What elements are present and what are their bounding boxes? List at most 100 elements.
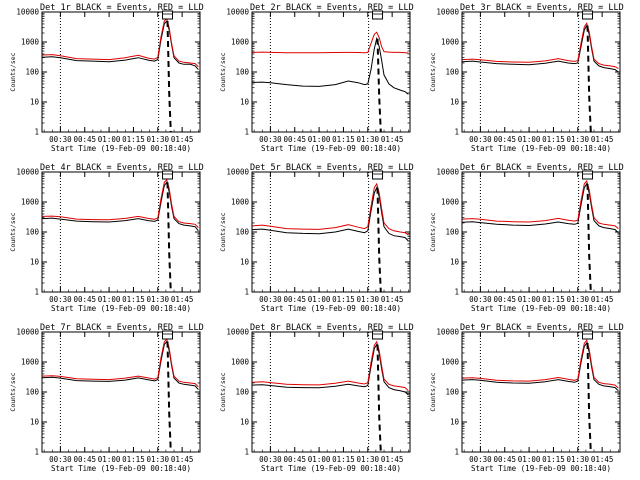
x-tick-label: 01:15 <box>332 135 355 144</box>
x-axis-label: Start Time (19-Feb-09 00:18:40) <box>471 304 611 313</box>
y-axis-label: Counts/sec <box>9 52 17 91</box>
x-axis-label: Start Time (19-Feb-09 00:18:40) <box>471 144 611 153</box>
y-tick-label: 100 <box>25 388 39 397</box>
y-tick-label: 10 <box>450 258 460 267</box>
panel-title: Det 8r BLACK = Events, RED = LLD <box>250 323 414 333</box>
y-axis-label: Counts/sec <box>429 52 437 91</box>
x-tick-label: 00:30 <box>259 135 282 144</box>
series-lld-line <box>42 17 199 68</box>
box-marker <box>162 170 174 180</box>
y-tick-label: 10 <box>30 258 40 267</box>
y-tick-label: 10000 <box>226 328 249 337</box>
panel-det-2: Det 2r BLACK = Events, RED = LLD 1 10 100 10… <box>219 3 414 153</box>
y-tick-label: 100 <box>235 388 249 397</box>
y-tick-label: 1000 <box>441 38 460 47</box>
x-tick-label: 01:00 <box>98 455 121 464</box>
series-events-line <box>462 182 619 234</box>
series-events-line <box>252 343 409 396</box>
y-axis-label: Counts/sec <box>219 52 227 91</box>
y-tick-label: 10 <box>30 98 40 107</box>
x-tick-label: 00:30 <box>259 295 282 304</box>
y-tick-label: 10 <box>450 98 460 107</box>
x-tick-label: 01:30 <box>357 455 380 464</box>
x-tick-label: 01:15 <box>122 455 145 464</box>
y-tick-label: 10 <box>240 258 250 267</box>
panel-title: Det 2r BLACK = Events, RED = LLD <box>250 3 414 13</box>
x-tick-label: 00:45 <box>283 455 306 464</box>
y-axis-label: Counts/sec <box>429 212 437 251</box>
y-tick-label: 10000 <box>436 168 459 177</box>
y-tick-label: 1 <box>244 128 249 137</box>
panel-title: Det 9r BLACK = Events, RED = LLD <box>460 323 624 333</box>
x-tick-label: 01:30 <box>147 295 170 304</box>
y-axis-label: Counts/sec <box>219 212 227 251</box>
y-tick-label: 100 <box>445 68 459 77</box>
y-tick-label: 10000 <box>16 328 39 337</box>
x-tick-label: 01:15 <box>332 295 355 304</box>
x-tick-label: 01:45 <box>171 135 194 144</box>
dashed-drop-line <box>586 183 592 293</box>
dashed-drop-line <box>166 341 172 453</box>
dashed-drop-line <box>166 20 172 133</box>
x-tick-label: 01:00 <box>98 295 121 304</box>
y-tick-label: 1000 <box>441 358 460 367</box>
x-tick-label: 01:00 <box>518 135 541 144</box>
x-tick-label: 00:45 <box>73 455 96 464</box>
x-axis-label: Start Time (19-Feb-09 00:18:40) <box>51 144 191 153</box>
x-axis-label: Start Time (19-Feb-09 00:18:40) <box>471 464 611 473</box>
x-tick-label: 01:30 <box>147 135 170 144</box>
panel-det-4: Det 4r BLACK = Events, RED = LLD 1 10 100 10… <box>9 163 204 313</box>
box-marker <box>582 170 594 180</box>
panel-det-6: Det 6r BLACK = Events, RED = LLD 1 10 100 10… <box>429 163 624 313</box>
x-tick-label: 01:00 <box>308 455 331 464</box>
y-tick-label: 1 <box>454 448 459 457</box>
panel-det-7: Det 7r BLACK = Events, RED = LLD 1 10 100 10… <box>9 323 204 473</box>
box-marker <box>372 330 384 340</box>
panel-title: Det 7r BLACK = Events, RED = LLD <box>40 323 204 333</box>
x-axis-label: Start Time (19-Feb-09 00:18:40) <box>51 304 191 313</box>
x-tick-label: 01:30 <box>567 295 590 304</box>
y-tick-label: 1 <box>244 448 249 457</box>
series-lld-line <box>462 179 619 229</box>
box-marker <box>582 330 594 340</box>
x-tick-label: 00:45 <box>283 295 306 304</box>
dashed-drop-line <box>376 344 382 453</box>
y-tick-label: 10 <box>450 418 460 427</box>
y-tick-label: 10000 <box>436 8 459 17</box>
x-tick-label: 00:30 <box>49 455 72 464</box>
y-axis-label: Counts/sec <box>9 212 17 251</box>
dashed-drop-line <box>376 38 382 133</box>
y-tick-label: 1000 <box>21 198 40 207</box>
y-tick-label: 1000 <box>21 38 40 47</box>
x-tick-label: 01:00 <box>308 295 331 304</box>
y-tick-label: 10 <box>240 98 250 107</box>
panel-det-1: Det 1r BLACK = Events, RED = LLD 1 10 100 10… <box>9 3 204 153</box>
series-lld-line <box>252 340 409 392</box>
series-events-line <box>462 341 619 392</box>
x-axis-label: Start Time (19-Feb-09 00:18:40) <box>261 464 401 473</box>
x-tick-label: 01:15 <box>332 455 355 464</box>
y-tick-label: 1000 <box>231 38 250 47</box>
plot-frame <box>461 331 621 453</box>
y-axis-label: Counts/sec <box>429 372 437 411</box>
dashed-drop-line <box>166 182 172 293</box>
y-tick-label: 10000 <box>226 8 249 17</box>
y-tick-label: 1 <box>34 128 39 137</box>
x-tick-label: 01:45 <box>381 455 404 464</box>
x-tick-label: 01:45 <box>591 135 614 144</box>
x-tick-label: 01:45 <box>171 295 194 304</box>
x-tick-label: 01:30 <box>567 135 590 144</box>
x-tick-label: 01:15 <box>122 135 145 144</box>
y-tick-label: 1 <box>454 288 459 297</box>
plot-frame <box>41 331 201 453</box>
plot-frame <box>41 11 201 133</box>
y-tick-label: 1 <box>244 288 249 297</box>
panel-det-9: Det 9r BLACK = Events, RED = LLD 1 10 100 10… <box>429 323 624 473</box>
plot-frame <box>251 331 411 453</box>
series-lld-line <box>462 339 619 389</box>
panel-title: Det 5r BLACK = Events, RED = LLD <box>250 163 414 173</box>
x-tick-label: 01:00 <box>518 455 541 464</box>
x-tick-label: 01:00 <box>98 135 121 144</box>
plot-frame <box>251 11 411 133</box>
